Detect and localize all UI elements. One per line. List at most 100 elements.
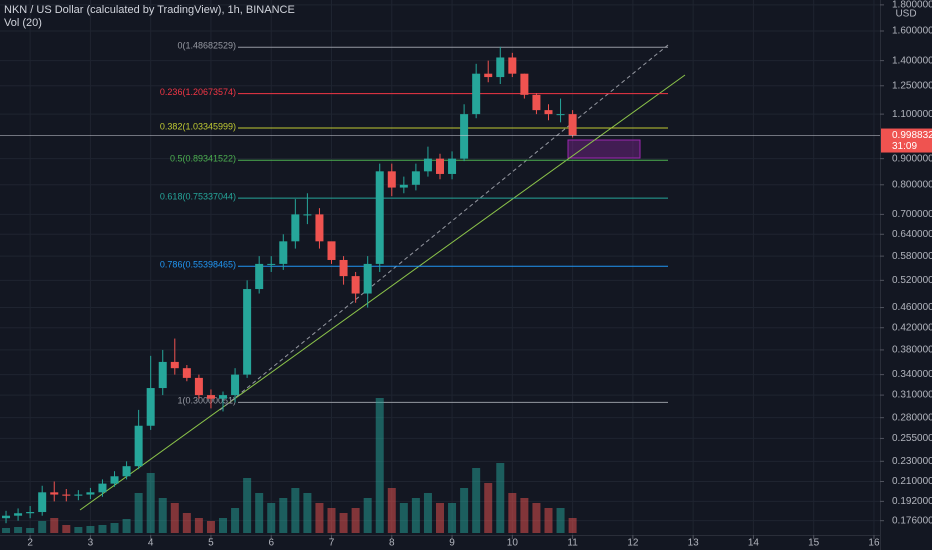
x-tick-label: 12 [627, 538, 639, 549]
y-tick-label: 0.34000000 [892, 369, 932, 380]
x-tick-label: 11 [567, 538, 578, 549]
candle-body [206, 395, 215, 399]
candle-body [62, 494, 71, 496]
volume-bar [532, 503, 541, 533]
volume-bar [448, 503, 457, 533]
volume-bar [219, 518, 228, 533]
candle-body [544, 110, 553, 115]
plot: 0(1.48682529) 0.236(1.20673574) 0.382(1.03… [0, 41, 880, 533]
candle-body [219, 395, 228, 399]
volume-bar [74, 527, 83, 533]
y-tick-label: 0.64000000 [892, 229, 932, 240]
candle-body [194, 377, 203, 396]
volume-bar [267, 503, 276, 533]
volume-bar [568, 518, 577, 533]
x-tick-label: 3 [88, 538, 94, 549]
volume-bar [423, 493, 432, 533]
fib-label: 0.5(0.89341522) [170, 154, 236, 164]
candle-body [279, 241, 288, 264]
candle-body [387, 171, 396, 188]
volume-bar [182, 513, 191, 533]
x-tick-label: 16 [868, 538, 880, 549]
fib-label: 0.382(1.03345999) [160, 121, 236, 131]
candle-body [520, 73, 529, 95]
x-tick-label: 6 [268, 538, 274, 549]
volume-bar [460, 488, 469, 533]
candle-body [351, 276, 360, 294]
candle-body [231, 374, 240, 396]
y-tick-label: 0.58000000 [892, 251, 932, 262]
candle-body [315, 214, 324, 242]
candle-body [134, 425, 143, 467]
volume-bar [508, 493, 517, 533]
y-tick-label: 0.17600000 [892, 515, 932, 526]
fib-label: 0.236(1.20673574) [160, 87, 236, 97]
candle-body [243, 289, 252, 375]
volume-bar [375, 398, 384, 533]
x-tick-label: 2 [27, 538, 33, 549]
candle-body [496, 57, 505, 78]
candle-body [182, 368, 191, 378]
x-tick-label: 15 [808, 538, 820, 549]
fib-label: 0(1.48682529) [177, 41, 236, 51]
candle-body [267, 263, 276, 265]
volume-bar [315, 503, 324, 533]
y-tick-label: 1.25000000 [892, 80, 932, 91]
volume-bar [255, 493, 264, 533]
candle-body [158, 361, 167, 389]
volume-bar [484, 483, 493, 533]
volume-bar [50, 518, 59, 533]
volume-bar [206, 521, 215, 533]
candle-body [472, 73, 481, 115]
volume-bar [291, 488, 300, 533]
trend-line-dashed [219, 44, 669, 411]
y-tick-label: 0.52000000 [892, 275, 932, 286]
fib-label: 0.618(0.75337044) [160, 191, 236, 201]
volume-bar [122, 519, 131, 533]
candle-body [74, 494, 83, 496]
y-tick-label: 0.21000000 [892, 476, 932, 487]
volume-bar [134, 493, 143, 533]
trend-line [79, 74, 686, 511]
y-tick-label: 0.80000000 [892, 179, 932, 190]
volume-bar [170, 503, 179, 533]
fib-label: 1(0.30000051) [177, 396, 236, 406]
x-tick-label: 5 [208, 538, 214, 549]
candle-body [86, 492, 95, 495]
candle-body [375, 171, 384, 264]
candle-body [2, 515, 11, 519]
candle-body [460, 114, 469, 159]
candle-body [508, 57, 517, 74]
volume-bar [472, 468, 481, 533]
y-tick-label: 0.90000000 [892, 153, 932, 164]
volume-legend: Vol (20) [4, 17, 42, 29]
candle-body [26, 512, 35, 514]
candle-body [98, 483, 107, 493]
volume-bar [411, 498, 420, 533]
candle-body [38, 492, 47, 513]
candle-body [122, 466, 131, 477]
candle-body [14, 513, 23, 516]
x-tick-label: 10 [507, 538, 519, 549]
volume-bar [544, 508, 553, 533]
last-price-box [881, 128, 932, 153]
volume-bar [399, 503, 408, 533]
candle-body [556, 114, 565, 116]
candle-body [255, 263, 264, 290]
candle-body [110, 476, 119, 484]
candle-body [291, 214, 300, 242]
x-tick-label: 13 [688, 538, 700, 549]
volume-bar [26, 528, 35, 533]
candle-body [436, 158, 444, 174]
volume-bar [14, 527, 23, 533]
volume-bar [387, 488, 396, 533]
axes: 1.80000000 1.60000000 1.40000000 1.25000000… [27, 0, 932, 549]
x-tick-label: 4 [148, 538, 154, 549]
volume-bar [86, 526, 95, 533]
y-tick-label: 0.19200000 [892, 496, 932, 507]
candle-body [423, 158, 432, 172]
volume-bar [194, 518, 203, 533]
y-tick-label: 0.23000000 [892, 456, 932, 467]
y-tick-label: 0.31000000 [892, 390, 932, 401]
